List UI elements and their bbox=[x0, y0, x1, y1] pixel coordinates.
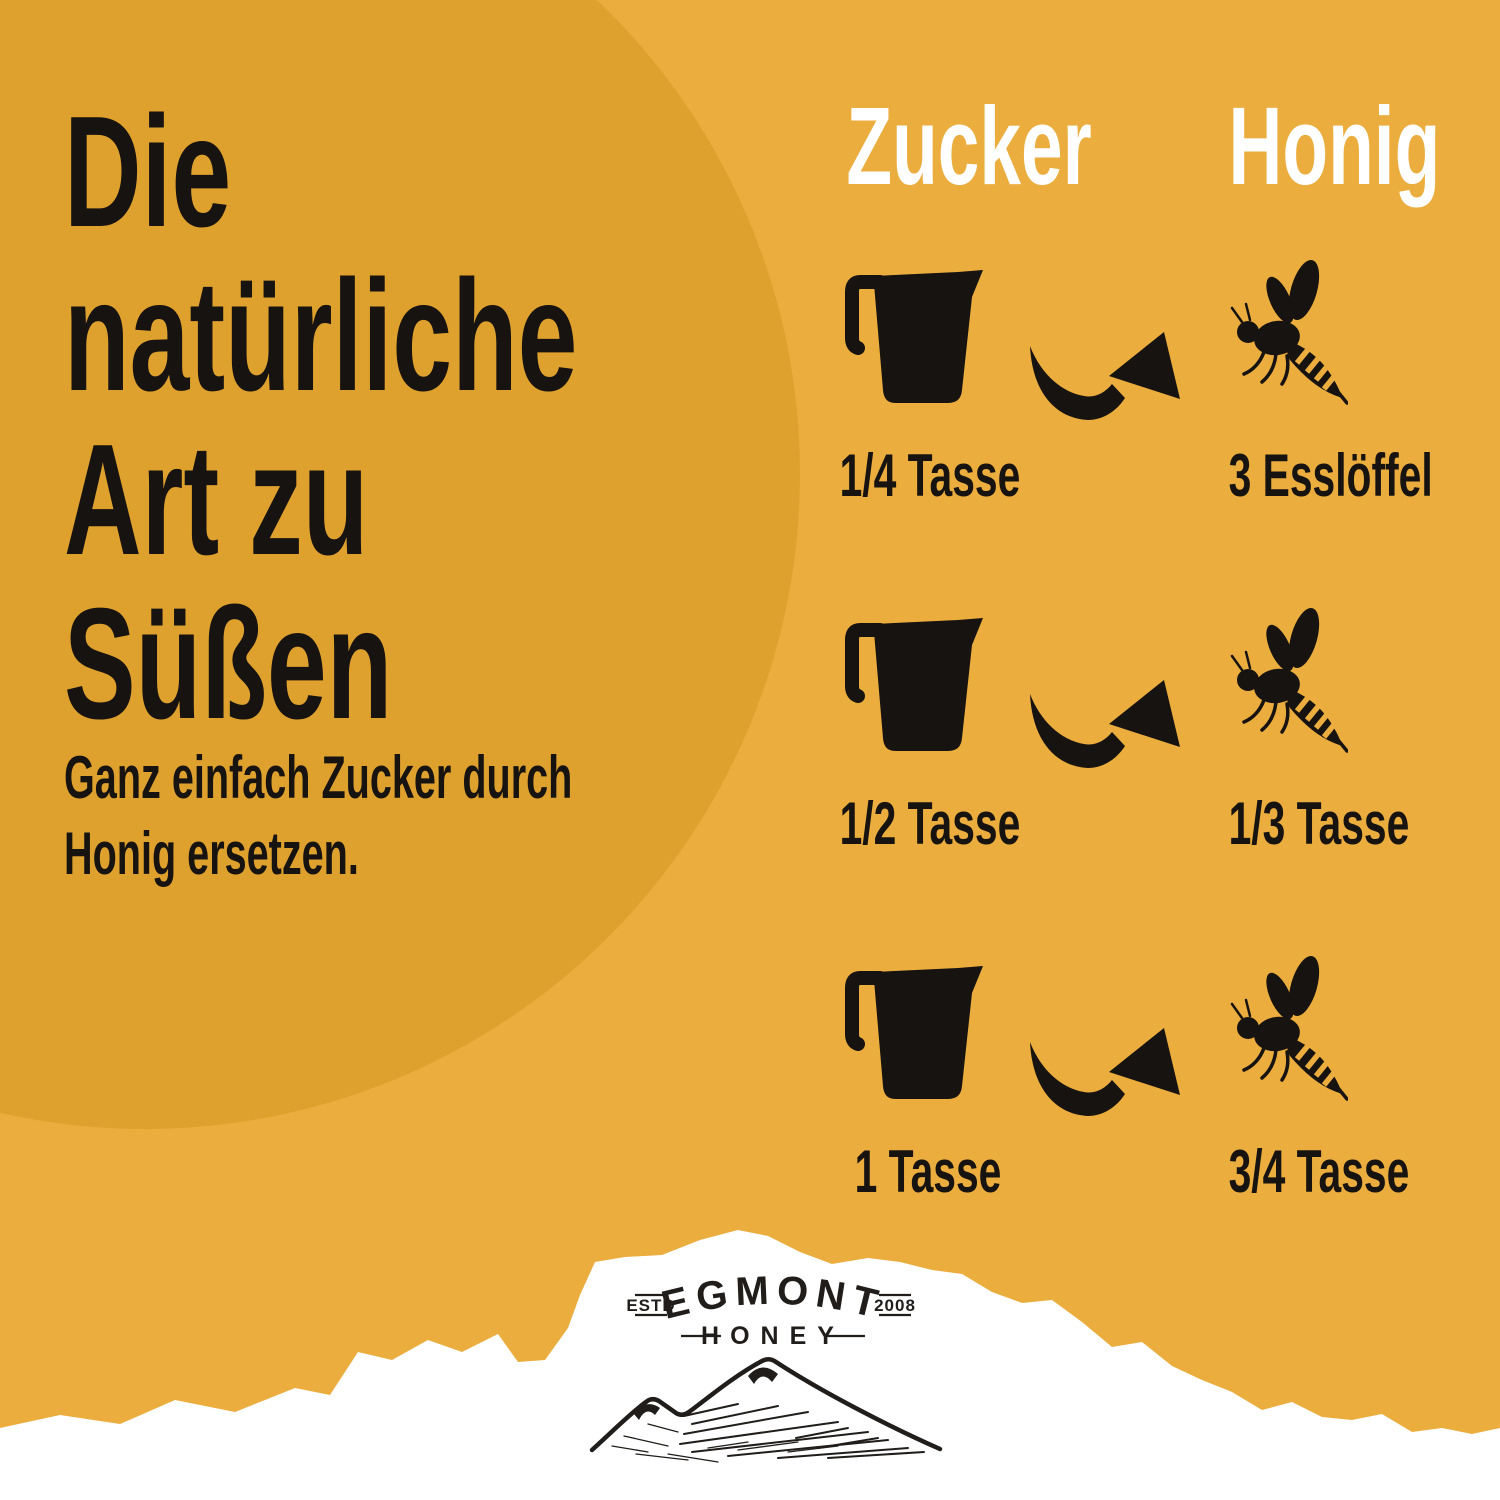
year-text: 2008 bbox=[874, 1296, 916, 1315]
column-header-zucker-label: Zucker bbox=[846, 85, 1092, 208]
honey-word-text: HONEY bbox=[701, 1322, 845, 1350]
measuring-cup-icon bbox=[844, 270, 983, 404]
curved-arrow-icon bbox=[1028, 1028, 1188, 1140]
row-3-sugar-label: 1 Tasse bbox=[854, 1138, 1002, 1205]
page-title: Die natürliche Art zu Süßen bbox=[64, 90, 577, 746]
curved-arrow-icon bbox=[1028, 680, 1188, 792]
row-2-honey-label: 1/3 Tasse bbox=[1228, 790, 1410, 857]
subtitle-line-2: Honig ersetzen. bbox=[64, 820, 359, 887]
measuring-cup-icon bbox=[844, 618, 983, 752]
title-line-4: Süßen bbox=[64, 576, 393, 752]
row-1-sugar-label: 1/4 Tasse bbox=[839, 442, 1021, 509]
measuring-cup-icon bbox=[844, 966, 983, 1100]
brand-name-text: EGMONT bbox=[657, 1269, 889, 1328]
title-line-2: natürliche bbox=[64, 248, 578, 424]
torn-paper-edge bbox=[0, 1230, 1500, 1500]
row-3-honey-label: 3/4 Tasse bbox=[1228, 1138, 1410, 1205]
brand-logo: EGMONT ESTD 2008 HONEY bbox=[589, 1269, 943, 1463]
row-1-honey-label: 3 Esslöffel bbox=[1228, 442, 1433, 509]
curved-arrow-icon bbox=[1028, 332, 1188, 444]
row-2-sugar-label: 1/2 Tasse bbox=[839, 790, 1021, 857]
logo-rules bbox=[635, 1293, 911, 1338]
bee-icon bbox=[1230, 604, 1348, 754]
mountain-sketch bbox=[589, 1357, 943, 1463]
title-line-1: Die bbox=[64, 84, 232, 260]
bee-icon bbox=[1230, 256, 1348, 406]
estd-text: ESTD bbox=[626, 1296, 675, 1315]
column-header-honig: Honig bbox=[1190, 85, 1441, 208]
column-header-zucker: Zucker bbox=[808, 85, 1092, 208]
column-header-honig-label: Honig bbox=[1228, 85, 1441, 208]
title-line-3: Art zu bbox=[64, 412, 369, 588]
subtitle-line-1: Ganz einfach Zucker durch bbox=[64, 744, 573, 811]
subtitle: Ganz einfach Zucker durch Honig ersetzen… bbox=[64, 740, 572, 892]
bee-icon bbox=[1230, 952, 1348, 1102]
